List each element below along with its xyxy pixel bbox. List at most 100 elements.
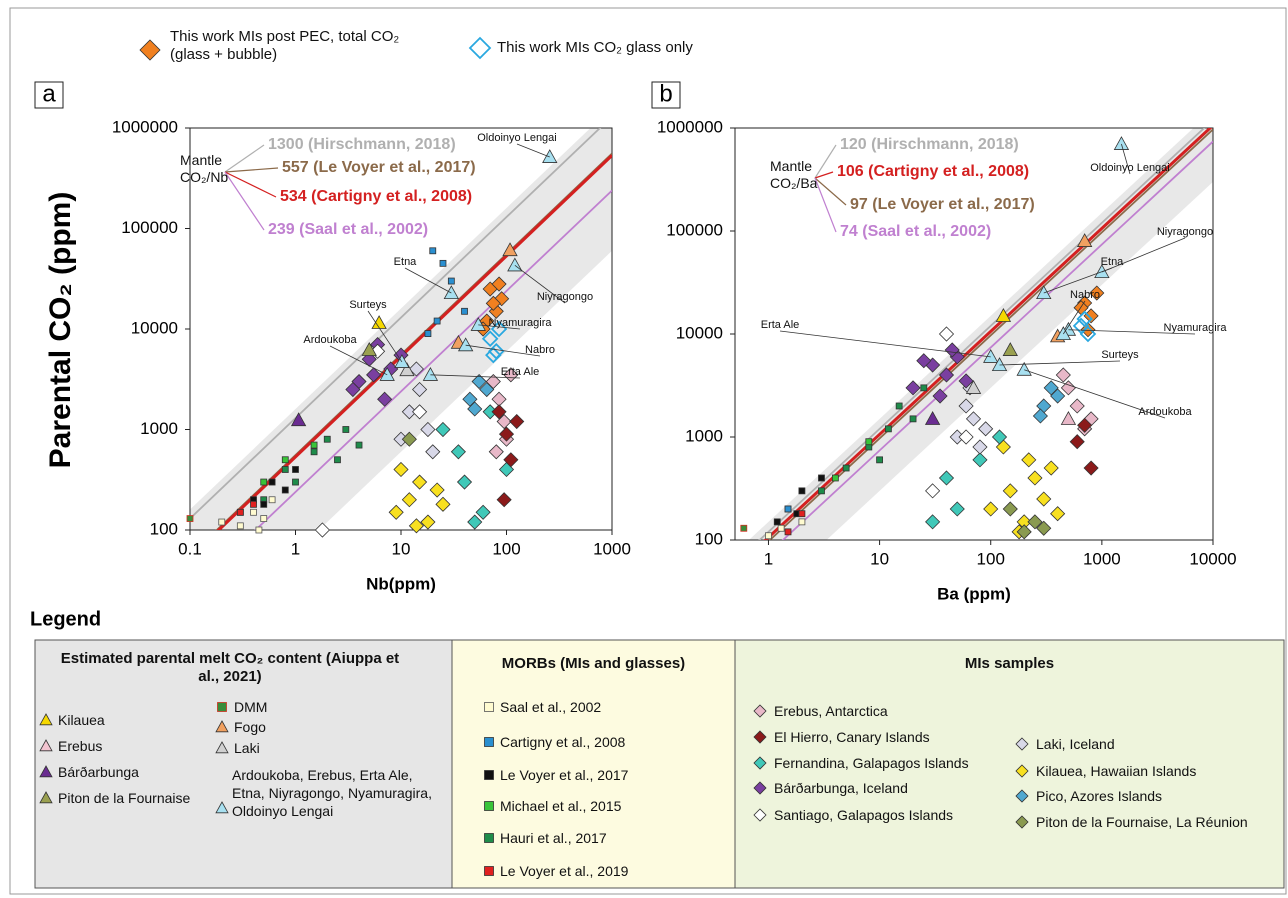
legend-marker [484, 737, 494, 747]
data-point [488, 444, 504, 460]
legend-label: Bárðarbunga [58, 764, 139, 780]
x-tick-label: 100 [977, 549, 1005, 568]
data-point [958, 373, 974, 389]
data-point [485, 295, 501, 311]
data-point [290, 412, 307, 427]
data-point [1094, 264, 1110, 278]
figure-frame [9, 7, 1287, 895]
data-point [1076, 310, 1093, 328]
y-tick-label: 100 [150, 519, 178, 538]
annotation: Etna [394, 256, 418, 268]
legend-label: DMM [234, 699, 268, 715]
legend-marker [39, 713, 53, 726]
data-point [1077, 417, 1093, 433]
data-point [218, 518, 226, 526]
x-tick-label: 10 [392, 539, 411, 558]
annotation-leader [478, 324, 521, 330]
legend-label: Fogo [234, 719, 266, 735]
data-point [1032, 408, 1048, 424]
data-point [765, 532, 772, 540]
y-tick-label: 1000 [685, 426, 723, 445]
data-point [447, 277, 455, 285]
annotation-leader [1024, 369, 1166, 419]
data-point [186, 515, 194, 522]
legend-marker [39, 791, 53, 804]
data-point [439, 259, 447, 267]
annotation: Ardoukoba [1138, 406, 1192, 418]
data-point [314, 522, 330, 538]
x-tick-label: 1 [291, 539, 300, 558]
label-bracket [814, 177, 847, 206]
data-point [920, 384, 928, 392]
data-point [292, 466, 299, 473]
data-point [895, 402, 903, 410]
reference-label: 557 (Le Voyer et al., 2017) [282, 159, 476, 176]
data-point [450, 444, 466, 460]
reference-line [254, 189, 612, 530]
data-point [1027, 470, 1043, 486]
data-point [965, 380, 982, 394]
data-point [1016, 524, 1032, 540]
legend-marker [1015, 764, 1029, 778]
data-point [355, 441, 363, 449]
legend-marker [215, 741, 229, 754]
annotation-leader [514, 265, 566, 304]
data-point [399, 362, 415, 377]
data-point [345, 381, 361, 398]
label-bracket [224, 144, 265, 173]
data-point [944, 342, 960, 358]
data-point [401, 404, 417, 420]
annotation: Niyragongo [1157, 226, 1213, 238]
data-point [496, 413, 512, 430]
data-point [457, 337, 474, 352]
legend-marker [39, 765, 53, 778]
legend-panel [734, 639, 1285, 889]
data-point [323, 435, 331, 443]
legend-marker [484, 770, 494, 780]
data-point [281, 466, 289, 473]
label-bracket [224, 171, 277, 198]
x-axis-label: Nb(ppm) [366, 574, 436, 593]
annotation: Nabro [1070, 289, 1100, 301]
ratio-label: Mantle CO₂/Nb [180, 152, 229, 185]
data-point [429, 247, 437, 255]
data-point [995, 308, 1012, 322]
reference-label: 239 (Saal et al., 2002) [268, 221, 428, 238]
y-tick-label: 100 [695, 529, 723, 548]
legend-label: Saal et al., 2002 [500, 699, 602, 715]
data-point [260, 515, 268, 522]
data-point [425, 444, 441, 460]
x-tick-label: 100 [492, 539, 520, 558]
data-point [842, 464, 850, 472]
data-point [925, 483, 941, 499]
data-point [798, 518, 806, 526]
legend-label: Cartigny et al., 2008 [500, 734, 626, 750]
data-point [784, 528, 792, 536]
data-point [429, 482, 445, 498]
key-marker [468, 36, 492, 60]
data-point [281, 486, 289, 494]
annotation-leader [779, 330, 991, 358]
reference-label: 74 (Saal et al., 2002) [840, 223, 991, 240]
shaded-band [190, 128, 612, 530]
data-point [1002, 501, 1018, 517]
annotation: Erta Ale [501, 366, 540, 378]
data-point [1043, 380, 1059, 396]
legend-marker [484, 801, 494, 811]
ratio-label: Mantle CO₂/Ba [770, 158, 818, 191]
data-point [393, 461, 409, 478]
data-point [876, 456, 883, 464]
data-point [401, 492, 417, 508]
data-point [972, 439, 988, 455]
legend-marker [1015, 789, 1029, 803]
data-point [371, 315, 387, 329]
annotation: Etna [1101, 256, 1125, 268]
data-point [1055, 367, 1071, 383]
data-point [1027, 514, 1043, 530]
legend-label: Laki, Iceland [1036, 736, 1115, 752]
data-point [470, 317, 486, 331]
legend-group-title: MIs samples [964, 655, 1055, 672]
annotation: Nyamuragira [489, 317, 553, 329]
reference-line [190, 128, 602, 520]
annotation: Nyamuragira [1164, 322, 1228, 334]
